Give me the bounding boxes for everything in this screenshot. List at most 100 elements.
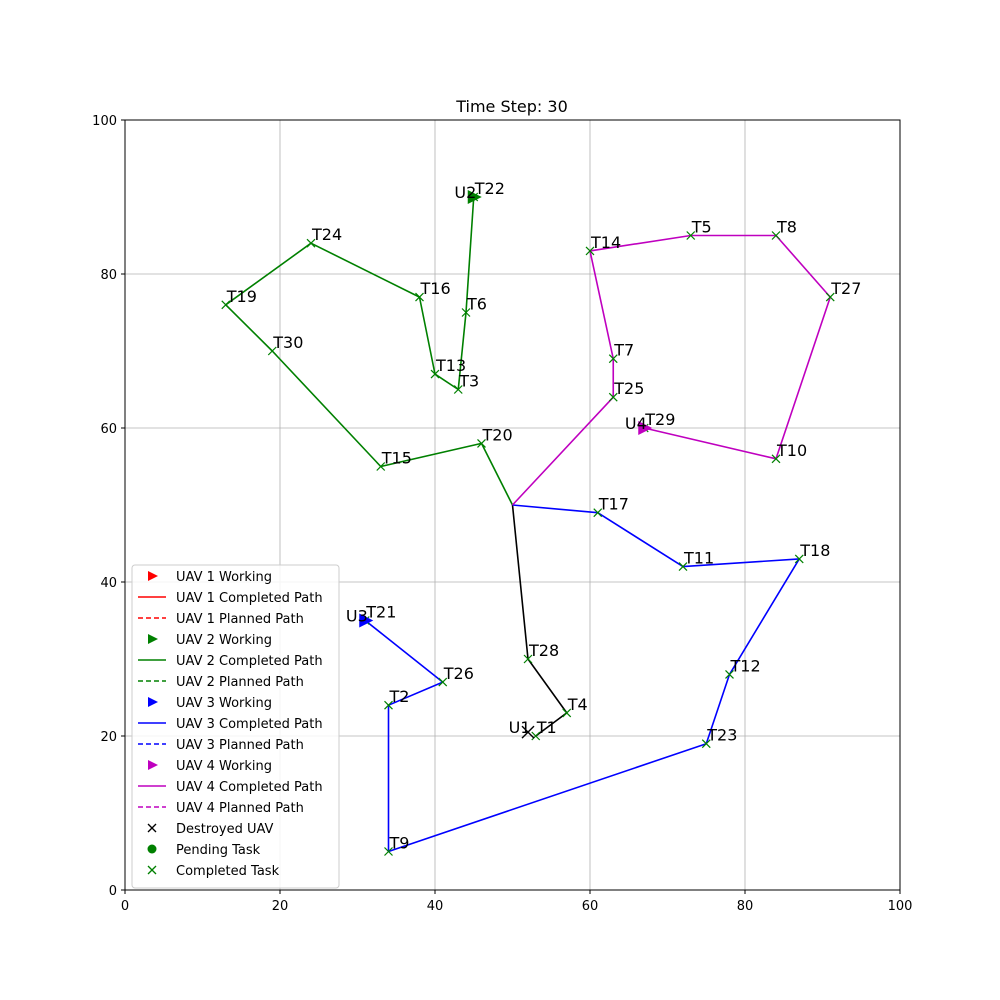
- task-label: T28: [528, 641, 559, 660]
- task-label: T14: [590, 233, 621, 252]
- destroyed-uav-marker-stroke-b: [521, 725, 535, 739]
- legend-entry: UAV 2 Working: [148, 633, 272, 648]
- uav-label: U4: [625, 414, 647, 433]
- task-label: T21: [365, 603, 396, 622]
- destroyed-uav-marker: [521, 725, 535, 739]
- legend-label: UAV 3 Working: [176, 696, 272, 711]
- task-label: T23: [706, 726, 737, 745]
- completed-task-marker: [438, 677, 448, 687]
- completed-task-marker: [825, 292, 835, 302]
- legend-label: UAV 2 Working: [176, 633, 272, 648]
- completed-task-marker: [771, 231, 781, 240]
- completed-task-marker: [415, 292, 424, 302]
- completed-task-marker: [221, 300, 231, 310]
- task-label: T8: [776, 218, 797, 237]
- legend-triangle-icon: [148, 760, 158, 770]
- completed-task-marker-stroke-b: [608, 354, 618, 364]
- task-label: T16: [420, 279, 451, 298]
- completed-task-marker: [453, 385, 463, 394]
- legend: UAV 1 Working UAV 1 Completed Path UAV 1 P…: [131, 564, 340, 889]
- completed-task-marker-stroke-b: [376, 462, 386, 471]
- uav-path-u3: [364, 504, 801, 853]
- legend-triangle-icon: [148, 634, 158, 644]
- legend-triangle-icon: [148, 571, 158, 581]
- completed-task-marker-stroke-b: [477, 438, 486, 448]
- completed-task-marker-stroke-b: [438, 677, 448, 687]
- legend-entry: UAV 1 Completed Path: [138, 591, 323, 606]
- legend-label: UAV 1 Planned Path: [176, 612, 304, 627]
- task-label: T24: [311, 225, 342, 244]
- legend-x-icon-stroke-b: [147, 823, 157, 833]
- task-label: T15: [381, 449, 412, 468]
- completed-task-marker-stroke-b: [585, 246, 595, 256]
- legend-circle-icon: [147, 844, 157, 854]
- task-label: T10: [776, 441, 807, 460]
- uav-working-marker: [359, 613, 374, 628]
- uav-label: U3: [346, 607, 368, 626]
- completed-task-marker-stroke-b: [825, 292, 835, 302]
- completed-task-marker-stroke-b: [415, 292, 424, 302]
- completed-task-marker: [376, 462, 386, 471]
- legend-label: UAV 2 Completed Path: [176, 654, 323, 669]
- legend-entry: UAV 3 Completed Path: [138, 717, 323, 732]
- task-label: T30: [272, 333, 303, 352]
- legend-label: UAV 3 Planned Path: [176, 738, 304, 753]
- legend-x-icon: [147, 865, 157, 875]
- legend-label: UAV 1 Working: [176, 570, 272, 585]
- completed-task-marker-stroke-b: [593, 508, 603, 518]
- task-label: T22: [474, 179, 505, 198]
- legend-entry: UAV 2 Planned Path: [138, 675, 304, 690]
- task-label: T25: [613, 379, 644, 398]
- legend-entry: UAV 1 Working: [148, 570, 272, 585]
- legend-triangle-icon: [148, 697, 158, 707]
- legend-entry: UAV 2 Completed Path: [138, 654, 323, 669]
- completed-task-marker-stroke-b: [794, 554, 804, 564]
- legend-entry: Completed Task: [147, 864, 280, 879]
- legend-x-icon: [147, 823, 157, 833]
- completed-task-marker: [267, 346, 277, 356]
- task-label: T20: [482, 425, 513, 444]
- chart-title: Time Step: 30: [455, 97, 568, 116]
- task-label: T29: [644, 410, 675, 429]
- plot-frame: [124, 119, 901, 891]
- completed-task-marker-stroke-b: [430, 369, 440, 379]
- task-label: T26: [443, 664, 474, 683]
- legend-entry: Destroyed UAV: [147, 822, 274, 837]
- y-tick-label: 0: [109, 884, 117, 899]
- completed-task-marker-stroke-b: [453, 385, 463, 394]
- x-tick-label: 40: [427, 899, 444, 914]
- legend-entry: Pending Task: [147, 843, 261, 858]
- completed-task-marker-stroke-b: [771, 454, 781, 464]
- completed-task-marker: [461, 308, 471, 317]
- completed-task-marker: [430, 369, 440, 379]
- x-tick-label: 20: [272, 899, 289, 914]
- completed-task-marker-stroke-b: [771, 231, 781, 240]
- completed-task-marker-stroke-b: [306, 238, 316, 248]
- completed-task-marker: [608, 392, 618, 402]
- completed-task-marker: [531, 731, 541, 741]
- legend-label: Completed Task: [176, 864, 280, 879]
- completed-task-marker-stroke-b: [531, 731, 541, 741]
- completed-task-marker: [384, 847, 393, 856]
- completed-task-marker-stroke-b: [221, 300, 231, 310]
- completed-task-marker-stroke-b: [523, 654, 533, 664]
- completed-task-marker: [608, 354, 618, 364]
- legend-entry: UAV 3 Planned Path: [138, 738, 304, 753]
- uav-working-marker: [638, 421, 653, 435]
- task-label: T19: [226, 287, 257, 306]
- completed-task-marker-stroke-b: [267, 346, 277, 356]
- task-label: T17: [598, 495, 629, 514]
- uav-layer: U1 U2 U3 U4: [346, 183, 653, 739]
- uav-label: U2: [454, 183, 476, 202]
- legend-label: UAV 4 Completed Path: [176, 780, 323, 795]
- y-tick-label: 20: [100, 730, 117, 745]
- tasks-layer: T1 T2 T3 T4 T5 T6 T7 T8 T9 T10 T11 T12 T13 T14 T15 T16 T…: [221, 179, 861, 856]
- completed-task-marker: [562, 708, 572, 718]
- x-tick-label: 100: [888, 899, 913, 914]
- legend-label: UAV 2 Planned Path: [176, 675, 304, 690]
- task-label: T7: [613, 341, 634, 360]
- completed-task-marker: [686, 231, 696, 240]
- task-label: T12: [730, 656, 761, 675]
- completed-task-marker-stroke-b: [686, 231, 696, 240]
